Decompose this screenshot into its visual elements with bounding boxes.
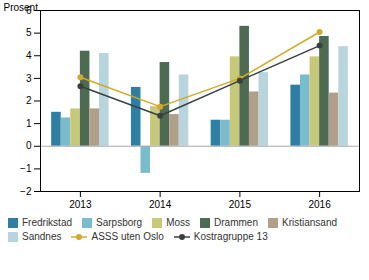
html-text:ASSS uten Oslo: ASSS uten Oslo bbox=[91, 231, 164, 242]
svg-text:−1: −1 bbox=[20, 163, 32, 174]
svg-text:Prosent: Prosent bbox=[4, 2, 39, 13]
svg-text:0: 0 bbox=[26, 140, 32, 151]
html-text:Sarpsborg: Sarpsborg bbox=[96, 217, 143, 228]
html-text:Kostragruppe 13: Kostragruppe 13 bbox=[193, 231, 268, 242]
svg-text:2015: 2015 bbox=[229, 199, 252, 210]
svg-text:4: 4 bbox=[26, 50, 32, 61]
html-text:Sandnes: Sandnes bbox=[22, 231, 62, 242]
svg-text:3: 3 bbox=[26, 73, 32, 84]
svg-text:2014: 2014 bbox=[149, 199, 172, 210]
svg-text:1: 1 bbox=[26, 118, 32, 129]
svg-text:2016: 2016 bbox=[309, 199, 332, 210]
html-text:Drammen: Drammen bbox=[214, 217, 258, 228]
html-text:Kristiansand: Kristiansand bbox=[282, 217, 337, 228]
svg-text:5: 5 bbox=[26, 27, 32, 38]
svg-text:2: 2 bbox=[26, 95, 32, 106]
svg-text:−2: −2 bbox=[20, 186, 32, 197]
html-text:Moss: Moss bbox=[166, 217, 191, 228]
html-text:Fredrikstad: Fredrikstad bbox=[22, 217, 72, 228]
svg-text:2013: 2013 bbox=[69, 199, 92, 210]
